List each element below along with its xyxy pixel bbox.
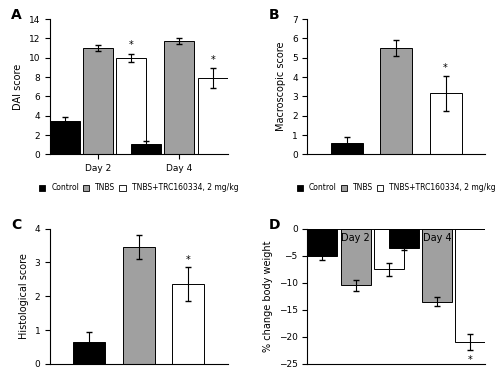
Text: *: * <box>186 255 190 265</box>
Bar <box>74 342 106 364</box>
Bar <box>331 143 363 154</box>
Y-axis label: % change body weight: % change body weight <box>263 241 273 352</box>
Bar <box>340 229 370 285</box>
Bar <box>131 144 161 154</box>
Bar <box>198 78 228 154</box>
Text: *: * <box>443 63 448 73</box>
Bar <box>164 41 194 154</box>
Text: *: * <box>468 355 472 365</box>
Text: A: A <box>11 8 22 22</box>
Bar <box>83 48 113 154</box>
Text: Day 2: Day 2 <box>341 233 370 243</box>
Text: C: C <box>11 218 21 232</box>
Bar <box>430 93 462 154</box>
Text: *: * <box>210 54 215 64</box>
Text: D: D <box>268 218 280 232</box>
Bar <box>422 229 452 302</box>
Y-axis label: Histological score: Histological score <box>19 253 29 339</box>
Bar <box>455 229 485 342</box>
Text: *: * <box>129 40 134 50</box>
Bar <box>172 284 204 364</box>
Bar <box>50 121 80 154</box>
Y-axis label: DAI score: DAI score <box>13 64 23 110</box>
Bar <box>388 229 418 247</box>
Y-axis label: Macroscopic score: Macroscopic score <box>276 42 286 131</box>
Text: Day 4: Day 4 <box>422 233 451 243</box>
Text: B: B <box>268 8 279 22</box>
Bar <box>380 48 412 154</box>
Bar <box>116 58 146 154</box>
Bar <box>123 247 155 364</box>
Bar <box>374 229 404 269</box>
Legend: Control, TNBS, TNBS+TRC160334, 2 mg/kg: Control, TNBS, TNBS+TRC160334, 2 mg/kg <box>296 182 496 193</box>
Bar <box>308 229 337 256</box>
Legend: Control, TNBS, TNBS+TRC160334, 2 mg/kg: Control, TNBS, TNBS+TRC160334, 2 mg/kg <box>38 182 239 193</box>
